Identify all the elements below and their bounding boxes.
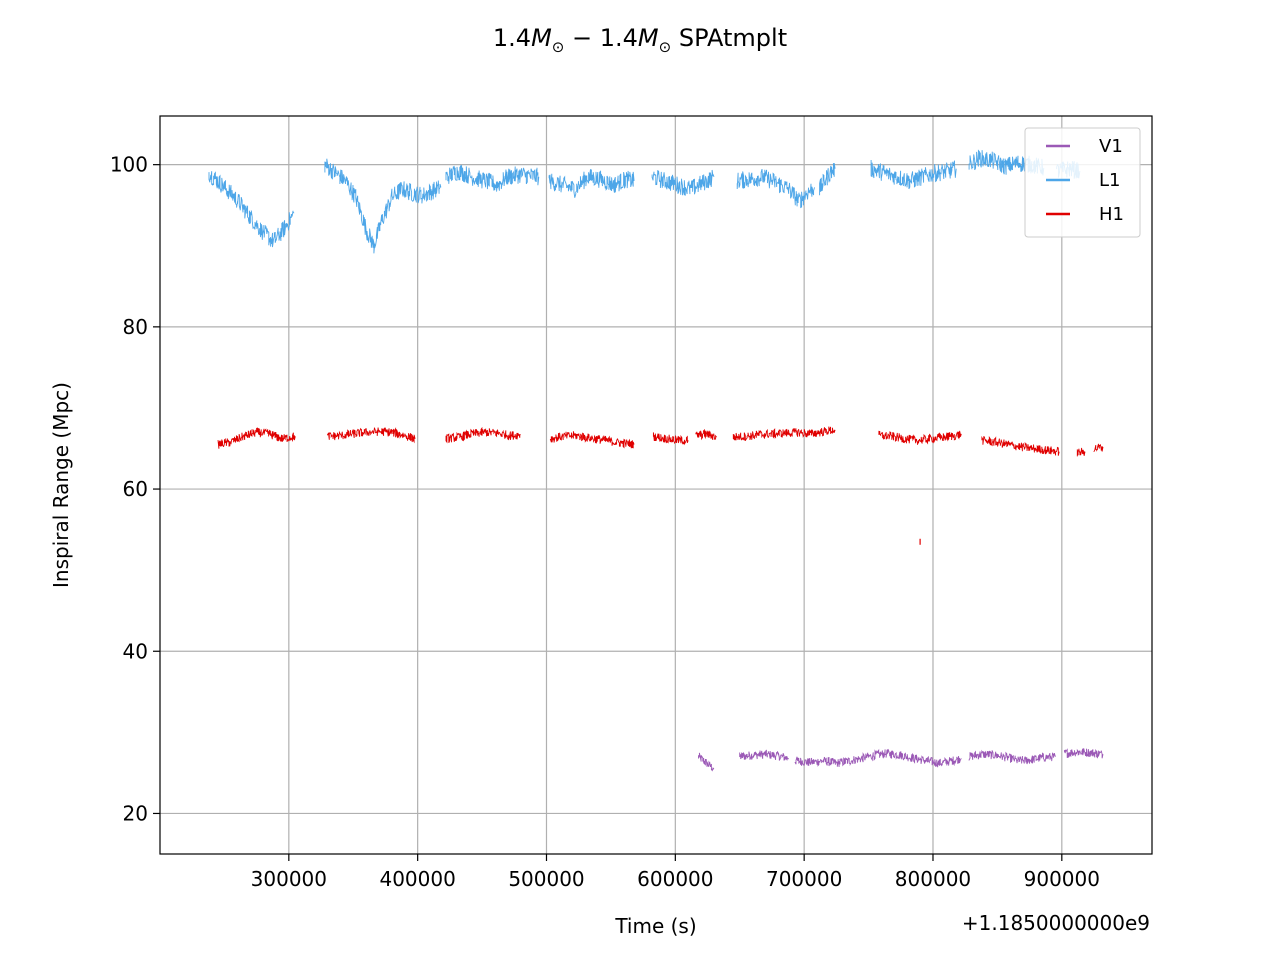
series-segment bbox=[1063, 748, 1104, 759]
title-symbol: M bbox=[531, 24, 552, 52]
series-segment bbox=[549, 431, 635, 449]
series-segment bbox=[445, 426, 521, 444]
series-segment bbox=[1093, 443, 1104, 452]
series-segment bbox=[651, 169, 715, 196]
series-segment bbox=[695, 428, 717, 441]
series-segment bbox=[968, 749, 1056, 765]
series-segment bbox=[1076, 447, 1086, 457]
series-segment bbox=[739, 749, 790, 761]
title-symbol-2: M bbox=[638, 24, 659, 52]
legend-label-v1: V1 bbox=[1099, 136, 1123, 157]
series-segment bbox=[698, 752, 715, 772]
y-tick-label: 60 bbox=[123, 477, 148, 501]
series-h1 bbox=[217, 426, 1104, 457]
series-segment bbox=[732, 426, 836, 441]
legend-label-h1: H1 bbox=[1099, 204, 1124, 225]
y-tick-label: 20 bbox=[123, 801, 148, 825]
x-tick-label: 300000 bbox=[251, 867, 327, 891]
title-subscript: ⊙ bbox=[552, 38, 565, 56]
x-tick-label: 800000 bbox=[895, 867, 971, 891]
series-segment bbox=[870, 160, 957, 190]
series-l1 bbox=[208, 149, 1081, 254]
x-tick-label: 500000 bbox=[508, 867, 584, 891]
series-layer bbox=[208, 149, 1104, 772]
series-segment bbox=[794, 748, 962, 768]
series-segment bbox=[819, 163, 836, 196]
x-axis-label: Time (s) bbox=[614, 914, 696, 938]
title-suffix: SPAtmplt bbox=[671, 24, 787, 52]
series-segment bbox=[217, 427, 296, 449]
y-axis-ticks: 20 40 60 80 100 bbox=[110, 153, 160, 825]
series-segment bbox=[878, 430, 962, 445]
x-tick-label: 400000 bbox=[379, 867, 455, 891]
x-axis-ticks: 300000 400000 500000 600000 700000 800000 9000… bbox=[251, 854, 1100, 891]
y-tick-label: 40 bbox=[123, 639, 148, 663]
legend: V1 L1 H1 bbox=[1024, 127, 1141, 238]
series-segment bbox=[736, 168, 815, 209]
series-segment bbox=[208, 171, 295, 248]
series-segment bbox=[981, 435, 1060, 456]
series-segment bbox=[324, 158, 442, 254]
plot-frame bbox=[159, 115, 1153, 855]
series-segment bbox=[445, 164, 540, 192]
series-segment bbox=[652, 432, 689, 446]
title-subscript-2: ⊙ bbox=[659, 38, 672, 56]
title-middle: − 1.4 bbox=[564, 24, 638, 52]
title-prefix: 1.4 bbox=[493, 24, 531, 52]
x-tick-label: 700000 bbox=[766, 867, 842, 891]
series-v1 bbox=[698, 748, 1104, 772]
grid-lines bbox=[160, 116, 1152, 854]
series-segment bbox=[548, 169, 635, 198]
x-tick-label: 600000 bbox=[637, 867, 713, 891]
legend-box bbox=[1024, 127, 1141, 238]
y-axis-label: Inspiral Range (Mpc) bbox=[49, 382, 73, 588]
series-segment bbox=[327, 426, 416, 444]
chart-title: 1.4M⊙ − 1.4M⊙ SPAtmplt bbox=[493, 24, 787, 56]
legend-label-l1: L1 bbox=[1099, 170, 1120, 191]
y-tick-label: 80 bbox=[123, 315, 148, 339]
x-axis-offset-label: +1.1850000000e9 bbox=[962, 911, 1150, 935]
x-tick-label: 900000 bbox=[1024, 867, 1100, 891]
y-tick-label: 100 bbox=[110, 153, 148, 177]
